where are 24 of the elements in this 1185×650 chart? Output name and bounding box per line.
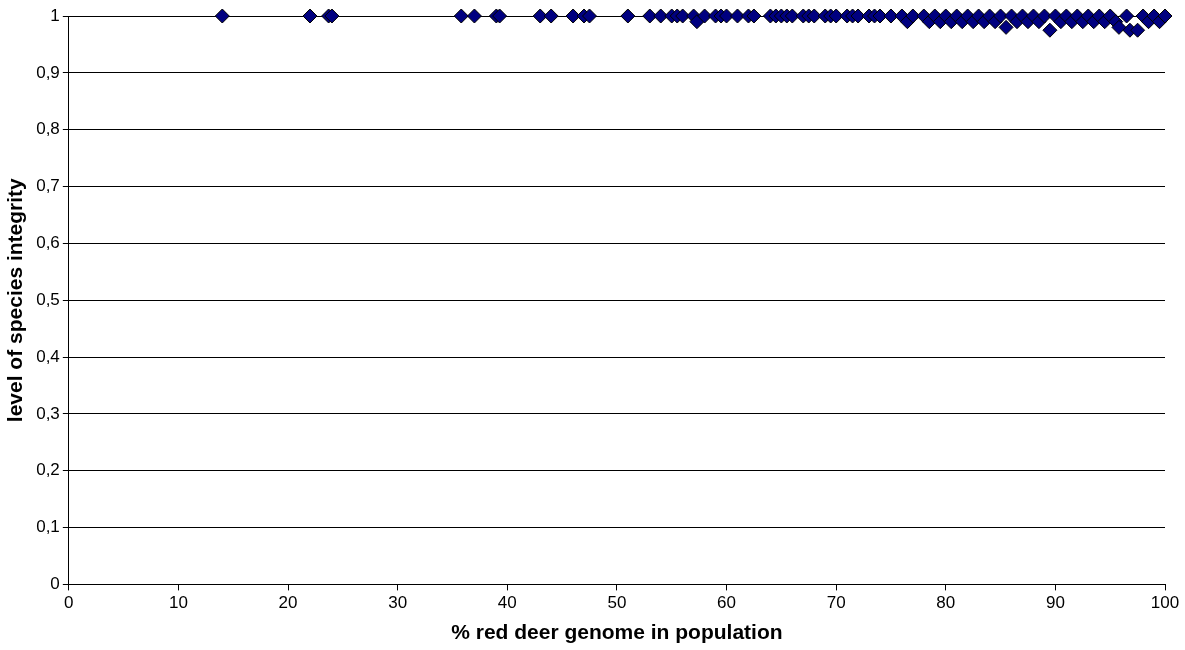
y-axis-title: level of species integrity [3,177,27,423]
x-tick-label: 90 [1045,593,1065,613]
y-tick-label: 0,5 [36,289,60,309]
x-tick-label: 70 [826,593,846,613]
x-tick-label: 10 [168,593,188,613]
y-tick-label: 0,7 [36,176,60,196]
x-tick-label: 80 [936,593,956,613]
y-tick-label: 0,4 [36,346,60,366]
y-tick-label: 0,1 [36,517,60,537]
y-tick-label: 0,2 [36,460,60,480]
x-tick-label: 50 [607,593,627,613]
x-tick-label: 0 [64,593,74,613]
x-tick-label: 100 [1150,593,1180,613]
y-tick-label: 0,6 [36,233,60,253]
y-tick-label: 0,8 [36,119,60,139]
y-tick-label: 0 [50,574,60,594]
x-tick-label: 40 [497,593,517,613]
x-axis-title: % red deer genome in population [451,620,783,644]
x-tick-label: 20 [278,593,298,613]
y-tick-label: 0,3 [36,403,60,423]
x-tick-label: 60 [717,593,736,613]
y-tick-label: 0,9 [36,62,60,82]
y-tick-label: 1 [50,5,60,25]
x-tick-label: 30 [388,593,408,613]
